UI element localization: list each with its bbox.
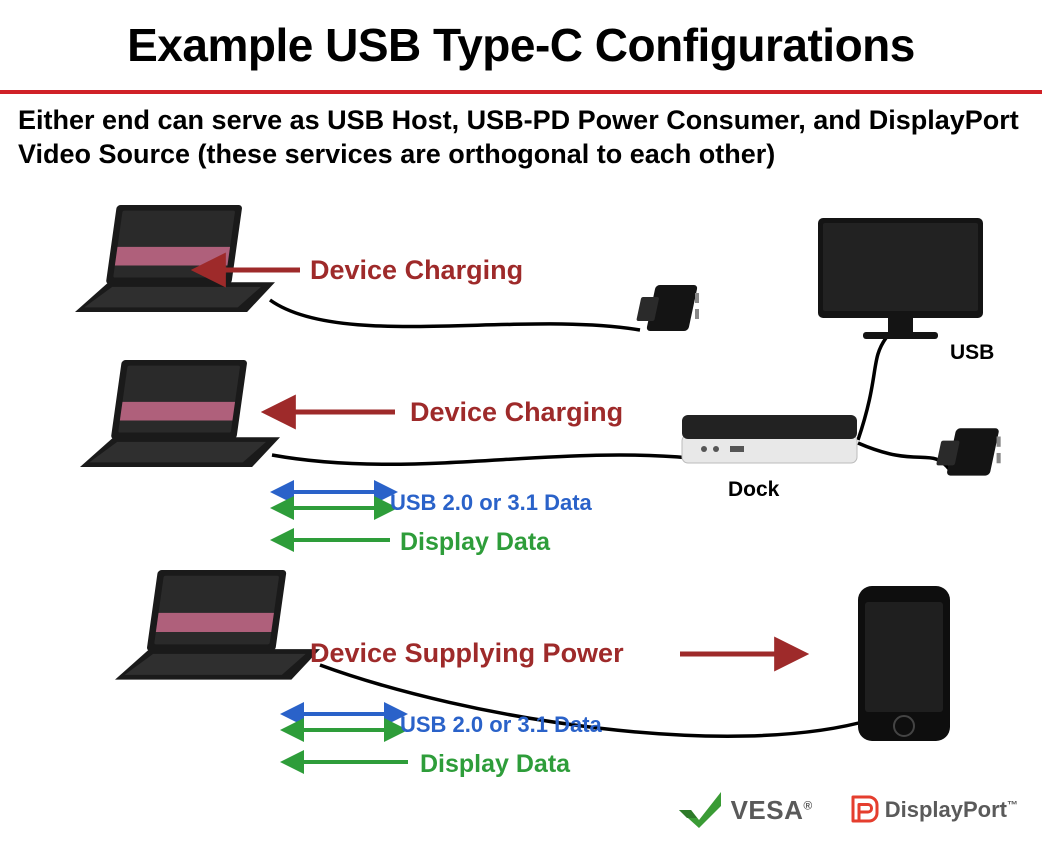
laptop-icon-1	[80, 360, 280, 467]
cable-0	[270, 300, 640, 330]
laptop-icon-0	[75, 205, 275, 312]
phone-icon	[858, 586, 950, 741]
displayport-tm: ™	[1007, 800, 1018, 812]
vesa-check-icon	[679, 792, 721, 828]
logo-row: VESA® DisplayPort™	[679, 792, 1018, 828]
monitor-icon	[818, 218, 983, 339]
cable-1	[272, 455, 690, 464]
charger-icon-1	[936, 428, 1001, 475]
label-6: Display Data	[420, 750, 570, 779]
label-7: USB	[950, 341, 994, 365]
dock-icon	[682, 415, 857, 463]
laptop-icon-2	[115, 570, 320, 680]
vesa-reg: ®	[803, 798, 812, 812]
label-2: USB 2.0 or 3.1 Data	[390, 490, 592, 516]
label-5: USB 2.0 or 3.1 Data	[400, 712, 602, 738]
cable-3	[858, 443, 950, 470]
arrows-group	[220, 270, 780, 762]
vesa-logo: VESA®	[679, 792, 813, 828]
vesa-text-label: VESA	[731, 795, 804, 825]
cables-group	[270, 300, 950, 736]
vesa-text: VESA®	[731, 795, 813, 826]
label-3: Display Data	[400, 528, 550, 557]
cable-2	[858, 338, 886, 440]
displayport-logo: DisplayPort™	[849, 795, 1018, 825]
label-1: Device Charging	[410, 397, 623, 428]
displayport-text-label: DisplayPort	[885, 797, 1007, 822]
charger-icon-0	[636, 285, 699, 331]
displayport-text: DisplayPort™	[885, 797, 1018, 823]
displayport-icon	[849, 795, 879, 825]
label-0: Device Charging	[310, 255, 523, 286]
label-4: Device Supplying Power	[310, 638, 624, 669]
label-8: Dock	[728, 478, 779, 502]
